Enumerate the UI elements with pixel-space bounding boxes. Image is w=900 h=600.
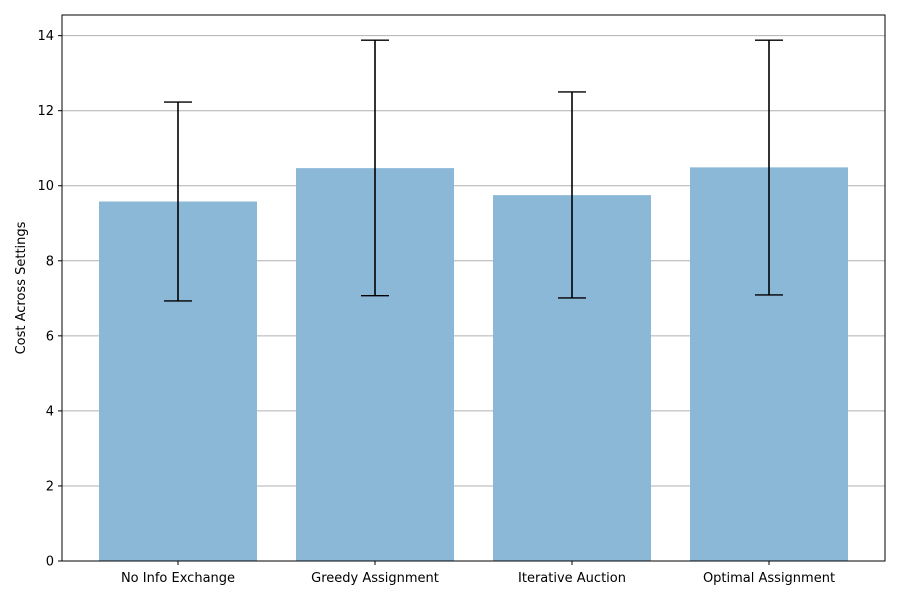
y-tick-label: 10	[37, 179, 54, 194]
y-tick-label: 4	[46, 404, 54, 419]
y-tick-label: 8	[46, 254, 54, 269]
x-tick-label: No Info Exchange	[121, 571, 235, 586]
error-bars	[164, 39, 783, 302]
bars	[99, 167, 848, 561]
x-tick-label: Greedy Assignment	[311, 571, 439, 586]
y-axis-ticks: 0 2 4 6 8 10 12 14	[37, 29, 62, 570]
x-axis-ticks: No Info Exchange Greedy Assignment Iterati…	[121, 561, 835, 586]
plot-frame	[61, 14, 886, 562]
y-tick-label: 12	[37, 104, 54, 119]
x-tick-label: Iterative Auction	[518, 571, 626, 586]
y-tick-label: 14	[37, 29, 54, 44]
y-tick-label: 0	[46, 555, 54, 570]
y-tick-label: 2	[46, 479, 54, 494]
y-axis-label: Cost Across Settings	[14, 221, 29, 354]
y-tick-label: 6	[46, 329, 54, 344]
x-tick-label: Optimal Assignment	[703, 571, 835, 586]
